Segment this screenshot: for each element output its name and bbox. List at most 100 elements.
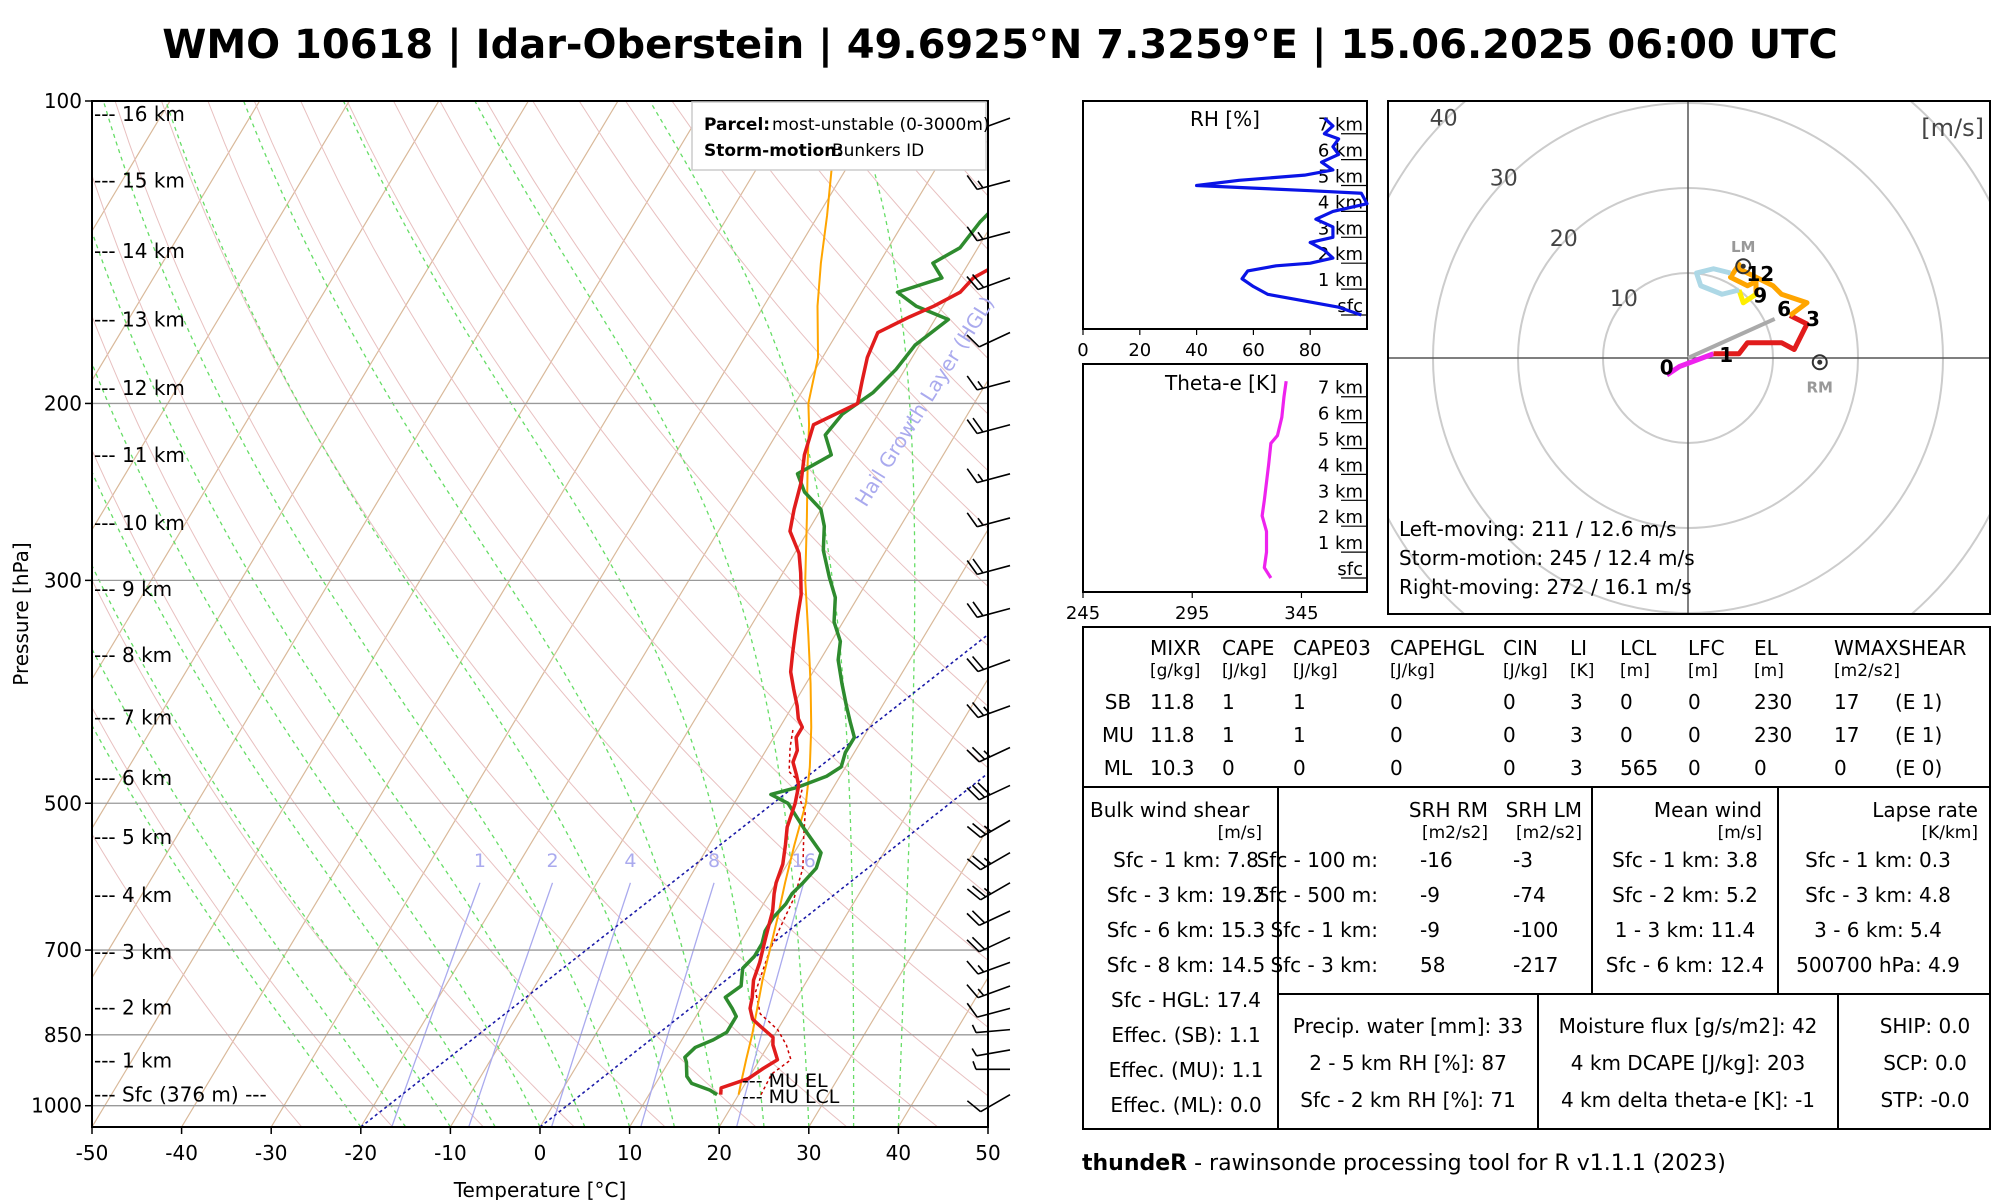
param-value: 0 — [1503, 690, 1516, 714]
x-tick-label: 20 — [1128, 340, 1151, 361]
isotherm — [92, 101, 350, 531]
hodograph-height-label: 0 — [1660, 356, 1674, 380]
param-value: 0 — [1620, 690, 1633, 714]
mixing-ratio-label: 2 — [546, 850, 558, 872]
barb-staff — [976, 564, 1011, 576]
dry-adiabat — [92, 173, 757, 1127]
barb-staff — [976, 231, 1011, 242]
height-label: --- 3 km — [94, 940, 172, 964]
virtual-temperature-line — [754, 727, 806, 1096]
srh-lm-value: -74 — [1513, 883, 1546, 907]
param-value: 0 — [1293, 756, 1306, 780]
lm-marker — [1735, 258, 1752, 275]
x-tick-label: 295 — [1175, 603, 1209, 624]
height-label: --- 13 km — [94, 308, 185, 332]
y-tick-label: 700 — [44, 938, 82, 962]
barb-staff — [976, 1049, 1011, 1057]
param-unit: [m] — [1688, 661, 1718, 681]
height-label: --- 8 km — [94, 643, 172, 667]
srh-rm-value: 58 — [1420, 953, 1445, 977]
lm-label: LM — [1731, 238, 1756, 256]
height-tick-label: 7 km — [1318, 378, 1363, 399]
param-value: 230 — [1754, 690, 1792, 714]
wind-barb — [966, 1002, 1011, 1018]
wind-barb — [966, 273, 1011, 291]
barb-full — [966, 984, 979, 999]
moist-adiabat — [92, 470, 496, 1127]
wind-barb — [966, 882, 1011, 901]
barb-staff — [977, 277, 1011, 291]
height-label: --- 4 km — [94, 883, 172, 907]
lapse-unit: [K/km] — [1921, 823, 1978, 843]
bulk-row: Sfc - 8 km: 14.5 — [1107, 953, 1265, 977]
srh-rm-value: -9 — [1420, 918, 1440, 942]
barb-staff — [980, 852, 1011, 871]
param-value: 1 — [1222, 690, 1235, 714]
wind-barb — [966, 852, 1011, 871]
mixing-ratio-line — [391, 882, 481, 1127]
barb-staff — [978, 331, 1011, 348]
x-tick-label: 0 — [1077, 340, 1088, 361]
x-tick-label: 0 — [534, 1141, 547, 1165]
param-value: 0 — [1754, 756, 1767, 780]
wind-barb — [966, 417, 1011, 435]
height-label: --- 5 km — [94, 825, 172, 849]
y-tick-label: 300 — [44, 568, 82, 592]
x-tick-label: 20 — [706, 1141, 731, 1165]
barb-full — [966, 375, 978, 391]
isotherm — [92, 101, 261, 382]
x-tick-label: 30 — [796, 1141, 821, 1165]
moist-adiabat — [92, 229, 586, 1127]
dry-adiabat — [300, 101, 988, 961]
dry-adiabat — [114, 101, 848, 1127]
hgl-top-line — [360, 633, 988, 1127]
param-header: CAPE — [1222, 636, 1274, 660]
barb-half — [983, 706, 990, 714]
srh-rm-header: SRH RM — [1409, 798, 1488, 822]
flux-row: 4 km DCAPE [J/kg]: 203 — [1571, 1051, 1805, 1075]
index-row: STP: -0.0 — [1880, 1088, 1969, 1112]
isotherm — [539, 379, 988, 1127]
bulk-row: Sfc - 1 km: 7.8 — [1113, 848, 1259, 872]
param-value: 0 — [1688, 690, 1701, 714]
srh-lm-value: -217 — [1513, 953, 1558, 977]
barb-full — [966, 226, 978, 242]
barb-full — [966, 912, 980, 926]
srh-row-label: Sfc - 3 km: — [1270, 953, 1378, 977]
mean-wind-row: Sfc - 6 km: 12.4 — [1606, 953, 1764, 977]
skewt-axes: -50 -40 -30 -20 -10 0 10 20 30 40 50 100 200 300 500 70… — [31, 89, 1001, 1165]
param-value: 0 — [1688, 756, 1701, 780]
barb-staff — [980, 1093, 1011, 1113]
barb-staff — [977, 985, 1011, 999]
barb-half — [977, 380, 984, 389]
srh-row-label: Sfc - 500 m: — [1257, 883, 1378, 907]
height-tick-label: 2 km — [1318, 244, 1363, 265]
wind-barb — [971, 1024, 1011, 1034]
y-tick-label: 100 — [44, 89, 82, 113]
x-tick-label: -50 — [76, 1141, 109, 1165]
wind-barb — [966, 936, 1011, 953]
height-label: --- 6 km — [94, 766, 172, 790]
height-tick-label: 4 km — [1318, 455, 1363, 476]
hodograph-stat-left: Left-moving: 211 / 12.6 m/s — [1399, 517, 1677, 541]
isotherm — [718, 677, 988, 1127]
barb-full — [972, 601, 984, 617]
srh-lm-value: -3 — [1513, 848, 1533, 872]
param-value: 565 — [1620, 756, 1658, 780]
param-unit: [K] — [1570, 661, 1594, 681]
barb-full — [966, 174, 978, 190]
hodograph-height-label: 3 — [1806, 307, 1820, 331]
moist-adiabat — [165, 101, 676, 1127]
param-value: 0 — [1390, 756, 1403, 780]
param-value: 0 — [1834, 756, 1847, 780]
param-header: CAPEHGL — [1390, 636, 1485, 660]
isotherm — [92, 101, 529, 830]
parcel-line — [737, 101, 843, 1095]
hodograph-segment — [1694, 266, 1740, 297]
barb-full — [972, 558, 984, 574]
mean-wind-vector — [1687, 317, 1776, 360]
barb-full — [972, 822, 987, 835]
dry-adiabat — [532, 101, 988, 647]
dry-adiabat — [92, 706, 394, 1127]
